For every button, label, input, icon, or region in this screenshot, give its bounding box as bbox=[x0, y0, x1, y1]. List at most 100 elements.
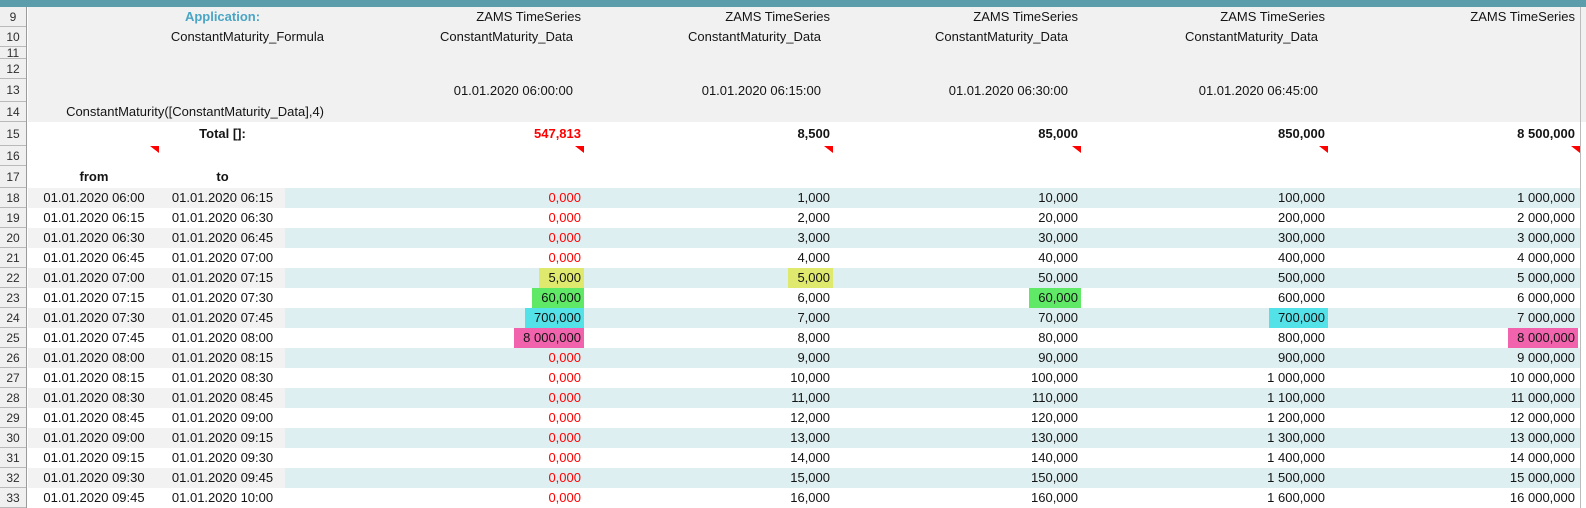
value-cell[interactable]: 0,000 bbox=[285, 388, 584, 408]
series-title-cell[interactable]: ZAMS TimeSeries bbox=[584, 7, 833, 27]
row-number[interactable]: 15 bbox=[0, 122, 26, 146]
to-cell[interactable]: 01.01.2020 09:00 bbox=[171, 410, 274, 425]
row-number[interactable]: 17 bbox=[0, 166, 26, 188]
value-cell[interactable]: 16,000 bbox=[584, 488, 833, 508]
row-number[interactable]: 22 bbox=[0, 268, 26, 288]
to-cell[interactable]: 01.01.2020 10:00 bbox=[171, 490, 274, 505]
from-cell[interactable]: 01.01.2020 09:00 bbox=[43, 430, 145, 445]
formula-text-cell[interactable]: ConstantMaturity([ConstantMaturity_Data]… bbox=[28, 102, 327, 122]
to-cell[interactable]: 01.01.2020 08:00 bbox=[171, 330, 274, 345]
value-cell[interactable]: 14,000 bbox=[584, 448, 833, 468]
value-cell[interactable]: 700,000 bbox=[285, 308, 584, 328]
value-cell[interactable]: 1 000,000 bbox=[1328, 188, 1580, 208]
value-cell[interactable]: 8 000,000 bbox=[1328, 328, 1580, 348]
value-cell[interactable]: 0,000 bbox=[285, 468, 584, 488]
value-cell[interactable]: 16 000,000 bbox=[1328, 488, 1580, 508]
value-cell[interactable]: 40,000 bbox=[833, 248, 1081, 268]
total-value-cell[interactable]: 547,813 bbox=[285, 122, 584, 146]
value-cell[interactable]: 8,000 bbox=[584, 328, 833, 348]
row-number[interactable]: 32 bbox=[0, 468, 26, 488]
from-cell[interactable]: 01.01.2020 09:45 bbox=[43, 490, 145, 505]
from-cell[interactable]: 01.01.2020 07:45 bbox=[43, 330, 145, 345]
value-cell[interactable]: 140,000 bbox=[833, 448, 1081, 468]
value-cell[interactable]: 15,000 bbox=[584, 468, 833, 488]
value-cell[interactable]: 1 200,000 bbox=[1081, 408, 1328, 428]
row-number[interactable]: 16 bbox=[0, 146, 26, 166]
value-cell[interactable]: 0,000 bbox=[285, 228, 584, 248]
value-cell[interactable]: 0,000 bbox=[285, 488, 584, 508]
value-cell[interactable]: 12 000,000 bbox=[1328, 408, 1580, 428]
total-value-cell[interactable]: 8 500,000 bbox=[1328, 122, 1580, 146]
series-title-cell[interactable]: ZAMS TimeSeries bbox=[1081, 7, 1328, 27]
formula-text-cell[interactable] bbox=[1071, 102, 1323, 122]
value-cell[interactable]: 3 000,000 bbox=[1328, 228, 1580, 248]
to-cell[interactable]: 01.01.2020 08:15 bbox=[171, 350, 274, 365]
to-column-header[interactable]: to bbox=[160, 166, 285, 188]
series-timestamp-cell[interactable]: 01.01.2020 06:30:00 bbox=[824, 79, 1071, 102]
value-cell[interactable]: 1,000 bbox=[584, 188, 833, 208]
value-cell[interactable]: 11,000 bbox=[584, 388, 833, 408]
value-cell[interactable]: 0,000 bbox=[285, 208, 584, 228]
value-cell[interactable]: 6,000 bbox=[584, 288, 833, 308]
from-cell[interactable]: 01.01.2020 08:15 bbox=[43, 370, 145, 385]
value-cell[interactable]: 10 000,000 bbox=[1328, 368, 1580, 388]
row-number[interactable]: 21 bbox=[0, 248, 26, 268]
to-cell[interactable]: 01.01.2020 09:15 bbox=[171, 430, 274, 445]
from-cell[interactable]: 01.01.2020 06:45 bbox=[43, 250, 145, 265]
value-cell[interactable]: 120,000 bbox=[833, 408, 1081, 428]
row-number[interactable]: 25 bbox=[0, 328, 26, 348]
from-cell[interactable]: 01.01.2020 09:15 bbox=[43, 450, 145, 465]
cell-blank[interactable] bbox=[28, 7, 160, 27]
value-cell[interactable]: 0,000 bbox=[285, 428, 584, 448]
from-cell[interactable]: 01.01.2020 08:00 bbox=[43, 350, 145, 365]
to-cell[interactable]: 01.01.2020 07:15 bbox=[171, 270, 274, 285]
value-cell[interactable]: 13,000 bbox=[584, 428, 833, 448]
to-cell[interactable]: 01.01.2020 09:30 bbox=[171, 450, 274, 465]
total-value-cell[interactable]: 85,000 bbox=[833, 122, 1081, 146]
value-cell[interactable]: 6 000,000 bbox=[1328, 288, 1580, 308]
value-cell[interactable]: 800,000 bbox=[1081, 328, 1328, 348]
value-cell[interactable]: 110,000 bbox=[833, 388, 1081, 408]
value-cell[interactable]: 100,000 bbox=[833, 368, 1081, 388]
series-subtitle-cell[interactable]: ConstantMaturity_Data bbox=[327, 27, 576, 47]
value-cell[interactable]: 30,000 bbox=[833, 228, 1081, 248]
value-cell[interactable]: 15 000,000 bbox=[1328, 468, 1580, 488]
row-number[interactable]: 30 bbox=[0, 428, 26, 448]
value-cell[interactable]: 2 000,000 bbox=[1328, 208, 1580, 228]
to-cell[interactable]: 01.01.2020 07:30 bbox=[171, 290, 274, 305]
value-cell[interactable]: 8 000,000 bbox=[285, 328, 584, 348]
value-cell[interactable]: 1 500,000 bbox=[1081, 468, 1328, 488]
row-number[interactable]: 12 bbox=[0, 59, 26, 79]
value-cell[interactable]: 90,000 bbox=[833, 348, 1081, 368]
row-number[interactable]: 33 bbox=[0, 488, 26, 508]
value-cell[interactable]: 1 100,000 bbox=[1081, 388, 1328, 408]
row-number[interactable]: 31 bbox=[0, 448, 26, 468]
from-cell[interactable]: 01.01.2020 07:30 bbox=[43, 310, 145, 325]
row-number[interactable]: 29 bbox=[0, 408, 26, 428]
value-cell[interactable]: 400,000 bbox=[1081, 248, 1328, 268]
to-cell[interactable]: 01.01.2020 06:45 bbox=[171, 230, 274, 245]
row-number[interactable]: 26 bbox=[0, 348, 26, 368]
to-cell[interactable]: 01.01.2020 08:30 bbox=[171, 370, 274, 385]
value-cell[interactable]: 14 000,000 bbox=[1328, 448, 1580, 468]
value-cell[interactable]: 1 400,000 bbox=[1081, 448, 1328, 468]
row-number[interactable]: 20 bbox=[0, 228, 26, 248]
value-cell[interactable]: 0,000 bbox=[285, 188, 584, 208]
row-number[interactable]: 14 bbox=[0, 102, 26, 122]
total-value-cell[interactable]: 850,000 bbox=[1081, 122, 1328, 146]
value-cell[interactable]: 1 000,000 bbox=[1081, 368, 1328, 388]
row-number[interactable]: 18 bbox=[0, 188, 26, 208]
series-subtitle-cell[interactable]: ConstantMaturity_Data bbox=[576, 27, 824, 47]
row-number[interactable]: 23 bbox=[0, 288, 26, 308]
series-timestamp-cell[interactable] bbox=[28, 79, 327, 102]
application-label-cell[interactable]: Application: bbox=[160, 7, 285, 27]
value-cell[interactable]: 60,000 bbox=[833, 288, 1081, 308]
from-cell[interactable]: 01.01.2020 07:15 bbox=[43, 290, 145, 305]
value-cell[interactable]: 13 000,000 bbox=[1328, 428, 1580, 448]
value-cell[interactable]: 700,000 bbox=[1081, 308, 1328, 328]
to-cell[interactable]: 01.01.2020 09:45 bbox=[171, 470, 274, 485]
series-timestamp-cell[interactable]: 01.01.2020 06:15:00 bbox=[576, 79, 824, 102]
value-cell[interactable]: 20,000 bbox=[833, 208, 1081, 228]
value-cell[interactable]: 300,000 bbox=[1081, 228, 1328, 248]
value-cell[interactable]: 5 000,000 bbox=[1328, 268, 1580, 288]
